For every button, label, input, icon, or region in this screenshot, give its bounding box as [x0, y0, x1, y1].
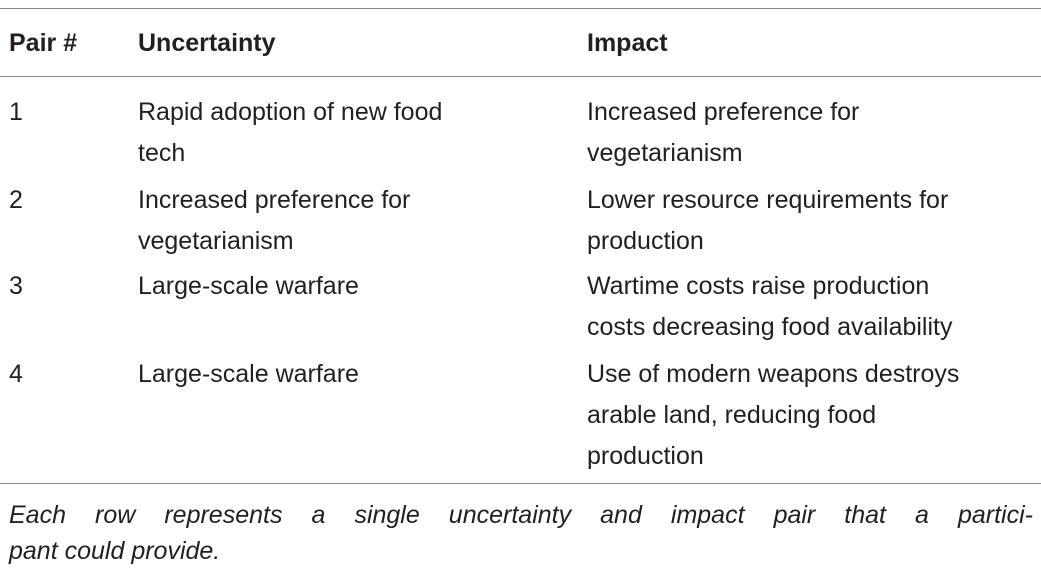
pair-number: 3	[9, 272, 23, 300]
footnote-line: Each row represents a single uncertainty…	[9, 501, 1033, 529]
uncertainty-cell: Large-scale warfare	[138, 354, 558, 395]
impact-cell: Wartime costs raise production costs dec…	[587, 266, 1032, 348]
impact-line: Lower resource requirements for	[587, 186, 949, 214]
uncertainty-line: tech	[138, 139, 186, 167]
impact-line: production	[587, 227, 704, 255]
impact-cell: Use of modern weapons destroys arable la…	[587, 354, 1032, 477]
uncertainty-cell: Increased preference for vegetarianism	[138, 180, 558, 262]
table-header-rule	[0, 76, 1041, 77]
uncertainty-line: Large-scale warfare	[138, 272, 359, 300]
impact-line: arable land, reducing food	[587, 401, 877, 429]
footnote-line: pant could provide.	[9, 537, 221, 565]
uncertainty-cell: Rapid adoption of new food tech	[138, 92, 558, 174]
impact-cell: Increased preference for vegetarianism	[587, 92, 1032, 174]
header-uncertainty: Uncertainty	[138, 29, 276, 57]
impact-line: production	[587, 442, 704, 470]
header-pair: Pair #	[9, 29, 78, 57]
impact-line: Increased preference for	[587, 98, 860, 126]
uncertainty-line: vegetarianism	[138, 227, 294, 255]
table-bottom-rule	[0, 483, 1041, 484]
table-footnote: Each row represents a single uncertainty…	[9, 497, 1033, 569]
uncertainty-line: Increased preference for	[138, 186, 411, 214]
pair-number: 4	[9, 360, 23, 388]
impact-cell: Lower resource requirements for producti…	[587, 180, 1032, 262]
uncertainty-line: Rapid adoption of new food	[138, 98, 443, 126]
impact-line: costs decreasing food availability	[587, 313, 953, 341]
pair-number: 1	[9, 98, 23, 126]
table-header-row: Pair # Uncertainty Impact	[0, 26, 1041, 60]
header-impact: Impact	[587, 29, 668, 57]
uncertainty-cell: Large-scale warfare	[138, 266, 558, 307]
uncertainty-line: Large-scale warfare	[138, 360, 359, 388]
impact-line: Use of modern weapons destroys	[587, 360, 960, 388]
impact-line: Wartime costs raise production	[587, 272, 930, 300]
table-top-rule	[0, 8, 1041, 9]
impact-line: vegetarianism	[587, 139, 743, 167]
pair-number: 2	[9, 186, 23, 214]
